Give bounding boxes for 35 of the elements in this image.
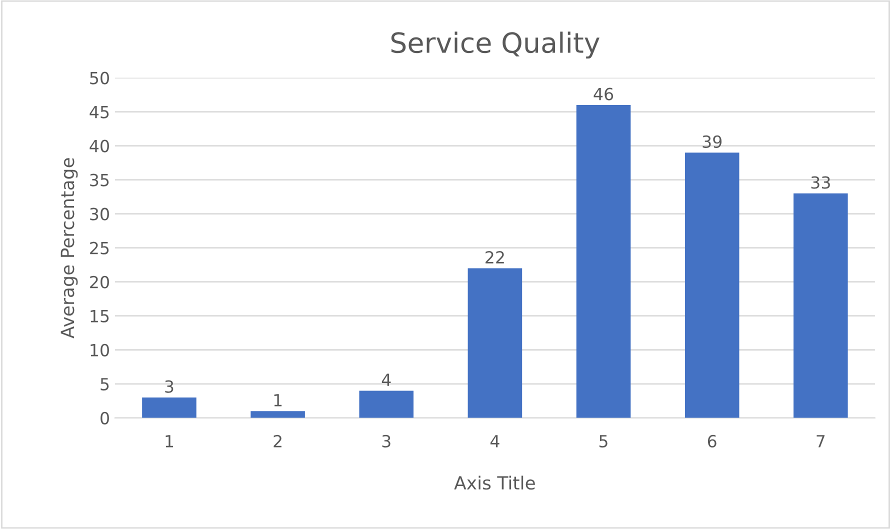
x-tick-label: 7: [816, 435, 825, 448]
y-tick-label: 35: [90, 174, 109, 186]
data-label: 33: [811, 176, 830, 189]
bar: [468, 268, 522, 418]
data-label: 46: [594, 88, 614, 100]
x-tick-label: 5: [600, 435, 608, 448]
x-tick-label: 1: [166, 435, 173, 448]
data-label: 22: [486, 251, 504, 264]
data-label: 3: [165, 380, 174, 393]
x-tick-label: 6: [708, 434, 716, 448]
y-tick-label: 45: [90, 106, 109, 118]
y-tick-label: 50: [90, 72, 109, 84]
data-label: 39: [702, 135, 722, 148]
chart-title: Service Quality: [391, 32, 600, 59]
y-tick-label: 10: [90, 344, 109, 356]
x-tick-label: 3: [382, 434, 390, 448]
bar: [684, 152, 740, 418]
y-axis-title: Average Percentage: [60, 158, 78, 338]
y-tick-label: 5: [100, 378, 109, 390]
bar: [142, 398, 196, 418]
data-label: 4: [382, 374, 391, 386]
y-tick-label: 40: [90, 140, 109, 152]
bar: [250, 411, 305, 418]
x-tick-label: 2: [274, 434, 282, 448]
bar: [359, 390, 414, 418]
x-tick-label: 4: [490, 435, 500, 448]
data-label: 1: [274, 394, 282, 406]
y-tick-label: 0: [100, 412, 109, 424]
y-tick-label: 20: [90, 276, 109, 288]
bar: [794, 193, 848, 418]
x-axis-title: Axis Title: [454, 476, 535, 490]
y-tick-label: 15: [90, 310, 109, 322]
y-tick-label: 25: [90, 242, 109, 254]
y-tick-label: 30: [90, 208, 109, 220]
bar: [576, 104, 631, 418]
